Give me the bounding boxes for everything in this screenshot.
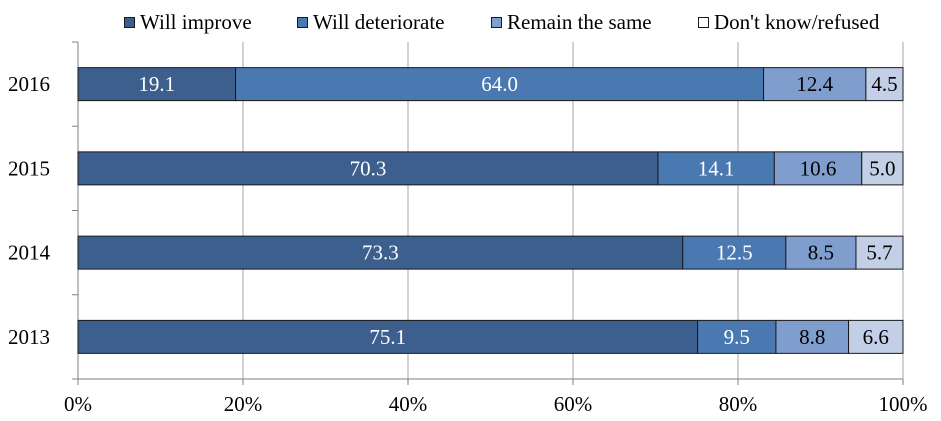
bar-segment xyxy=(682,235,787,270)
bar-segment xyxy=(855,235,904,270)
data-label: 4.5 xyxy=(871,72,897,96)
y-tick-label: 2016 xyxy=(8,72,50,96)
legend-swatch-dont-know-refused xyxy=(698,17,709,28)
data-label: 5.7 xyxy=(866,241,892,265)
bar-segment xyxy=(77,319,699,354)
data-label: 70.3 xyxy=(350,156,387,180)
legend-swatch-will-deteriorate xyxy=(297,17,308,28)
bar-segment xyxy=(861,151,904,186)
data-label: 10.6 xyxy=(800,156,837,180)
bar-segment xyxy=(848,319,904,354)
bar-segment xyxy=(697,319,777,354)
data-label: 14.1 xyxy=(698,156,735,180)
legend-item-remain-the-same: Remain the same xyxy=(491,10,652,35)
legend-label-will-improve: Will improve xyxy=(140,10,252,34)
legend-label-dont-know-refused: Don't know/refused xyxy=(714,10,880,34)
y-tick-label: 2014 xyxy=(8,241,51,265)
x-tick-label: 40% xyxy=(389,392,428,416)
y-tick-label: 2013 xyxy=(8,325,50,349)
legend-item-dont-know-refused: Don't know/refused xyxy=(698,10,879,35)
x-tick-label: 60% xyxy=(554,392,593,416)
y-tick-label: 2015 xyxy=(8,156,50,180)
bar-segment xyxy=(865,67,904,102)
data-label: 8.8 xyxy=(799,325,825,349)
data-label: 9.5 xyxy=(724,325,750,349)
x-tick-label: 100% xyxy=(879,392,928,416)
legend: Will improve Will deteriorate Remain the… xyxy=(0,10,941,38)
bar-segment xyxy=(235,67,765,102)
x-tick-label: 80% xyxy=(719,392,758,416)
data-label: 19.1 xyxy=(138,72,175,96)
legend-item-will-improve: Will improve xyxy=(124,10,252,35)
legend-label-will-deteriorate: Will deteriorate xyxy=(313,10,445,34)
legend-swatch-will-improve xyxy=(124,17,135,28)
bar-segment xyxy=(775,319,850,354)
data-label: 64.0 xyxy=(481,72,518,96)
data-label: 73.3 xyxy=(362,241,399,265)
data-label: 8.5 xyxy=(808,241,834,265)
data-label: 5.0 xyxy=(869,156,895,180)
data-label: 6.6 xyxy=(863,325,889,349)
bar-segment xyxy=(657,151,775,186)
legend-swatch-remain-the-same xyxy=(491,17,502,28)
data-label: 75.1 xyxy=(369,325,406,349)
legend-item-will-deteriorate: Will deteriorate xyxy=(297,10,445,35)
legend-label-remain-the-same: Remain the same xyxy=(507,10,652,34)
x-tick-label: 20% xyxy=(224,392,263,416)
data-label: 12.5 xyxy=(716,241,753,265)
x-tick-label: 0% xyxy=(64,392,92,416)
data-label: 12.4 xyxy=(796,72,833,96)
